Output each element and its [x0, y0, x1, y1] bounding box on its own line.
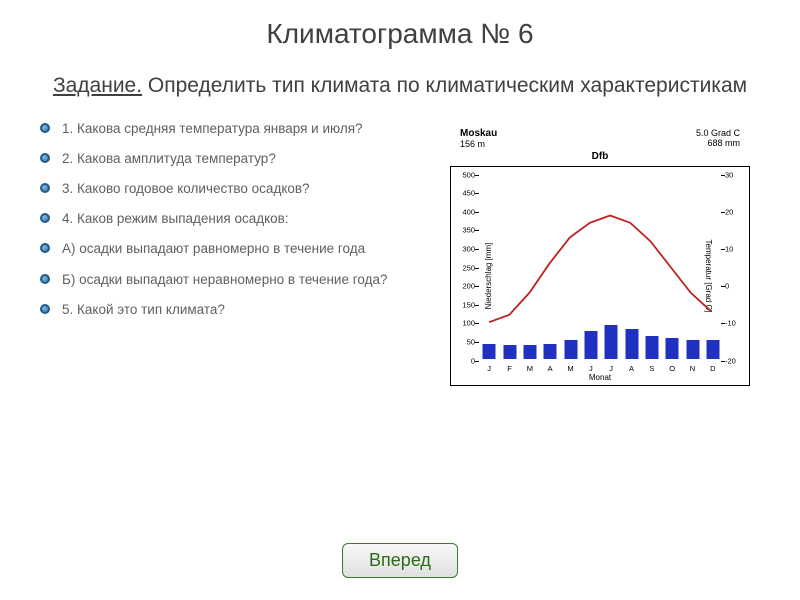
temp-tick-label: 30 — [725, 170, 743, 179]
task-label: Задание. — [53, 74, 142, 97]
question-item: 2. Какова амплитуда температур? — [40, 150, 420, 168]
question-item: 3. Каково годовое количество осадков? — [40, 180, 420, 198]
questions-list: 1. Какова средняя температура января и и… — [40, 120, 430, 386]
precip-bar — [584, 331, 597, 359]
question-item: 4. Каков режим выпадения осадков: — [40, 210, 420, 228]
chart-header: Moskau 156 m 5.0 Grad C 688 mm — [430, 128, 770, 151]
precip-bar — [605, 325, 618, 358]
bottom-axis-label: Monat — [589, 373, 611, 382]
temp-tick-label: 10 — [725, 244, 743, 253]
precip-bar — [706, 340, 719, 359]
task-text: Определить тип климата по климатическим … — [142, 74, 747, 97]
mean-temp: 5.0 Grad C — [696, 128, 740, 138]
month-label: J — [609, 364, 613, 373]
precip-bar — [544, 344, 557, 359]
month-label: M — [567, 364, 573, 373]
question-item: А) осадки выпадают равномерно в течение … — [40, 240, 420, 258]
question-item: Б) осадки выпадают неравномерно в течени… — [40, 271, 420, 289]
month-label: A — [629, 364, 634, 373]
question-text: 3. Каково годовое количество осадков? — [62, 180, 310, 198]
month-label: N — [690, 364, 695, 373]
precip-tick-label: 250 — [453, 263, 475, 272]
station-name: Moskau — [460, 128, 497, 139]
question-text: 1. Какова средняя температура января и и… — [62, 120, 363, 138]
precip-bar — [666, 338, 679, 358]
annual-precip: 688 mm — [696, 138, 740, 148]
precip-bar — [625, 329, 638, 359]
temp-tick-label: 0 — [725, 282, 743, 291]
month-label: M — [527, 364, 533, 373]
bullet-icon — [40, 274, 50, 284]
month-label: F — [507, 364, 512, 373]
precip-bar — [483, 344, 496, 359]
question-text: Б) осадки выпадают неравномерно в течени… — [62, 271, 387, 289]
month-label: A — [548, 364, 553, 373]
precip-tick-label: 400 — [453, 207, 475, 216]
question-text: 2. Какова амплитуда температур? — [62, 150, 276, 168]
page-title: Климатограмма № 6 — [0, 0, 800, 50]
temp-tick-label: 20 — [725, 207, 743, 216]
precip-tick-label: 0 — [453, 356, 475, 365]
question-text: 4. Каков режим выпадения осадков: — [62, 210, 289, 228]
precip-bar — [564, 340, 577, 359]
precip-tick-label: 150 — [453, 300, 475, 309]
month-label: J — [487, 364, 491, 373]
bullet-icon — [40, 213, 50, 223]
temperature-line — [479, 175, 721, 359]
precip-tick-label: 300 — [453, 244, 475, 253]
question-item: 5. Какой это тип климата? — [40, 301, 420, 319]
bullet-icon — [40, 153, 50, 163]
temp-tick-label: -10 — [725, 319, 743, 328]
climatogram: Moskau 156 m 5.0 Grad C 688 mm Dfb Niede… — [430, 120, 770, 386]
precip-bar — [645, 336, 658, 358]
precip-bar — [686, 340, 699, 359]
precip-bar — [523, 345, 536, 358]
month-label: D — [710, 364, 715, 373]
precip-tick-label: 450 — [453, 189, 475, 198]
precip-tick-label: 200 — [453, 282, 475, 291]
temp-tick-label: -20 — [725, 356, 743, 365]
precip-tick-label: 350 — [453, 226, 475, 235]
bullet-icon — [40, 123, 50, 133]
month-label: J — [589, 364, 593, 373]
month-label: S — [649, 364, 654, 373]
precip-tick-label: 100 — [453, 319, 475, 328]
precip-tick-label: 500 — [453, 170, 475, 179]
question-text: А) осадки выпадают равномерно в течение … — [62, 240, 365, 258]
question-text: 5. Какой это тип климата? — [62, 301, 225, 319]
koppen-code: Dfb — [430, 151, 770, 166]
forward-button[interactable]: Вперед — [342, 543, 458, 578]
chart-box: Niederschlag [mm] Temperatur [Grad C] Mo… — [450, 166, 750, 386]
plot-area: 050100150200250300350400450500-20-100102… — [479, 175, 721, 359]
task-subtitle: Задание. Определить тип климата по клима… — [0, 50, 800, 102]
precip-tick-label: 50 — [453, 337, 475, 346]
precip-bar — [503, 345, 516, 358]
question-item: 1. Какова средняя температура января и и… — [40, 120, 420, 138]
month-label: O — [669, 364, 675, 373]
bullet-icon — [40, 243, 50, 253]
content-row: 1. Какова средняя температура января и и… — [0, 102, 800, 386]
bullet-icon — [40, 304, 50, 314]
station-elevation: 156 m — [460, 139, 497, 149]
bullet-icon — [40, 183, 50, 193]
